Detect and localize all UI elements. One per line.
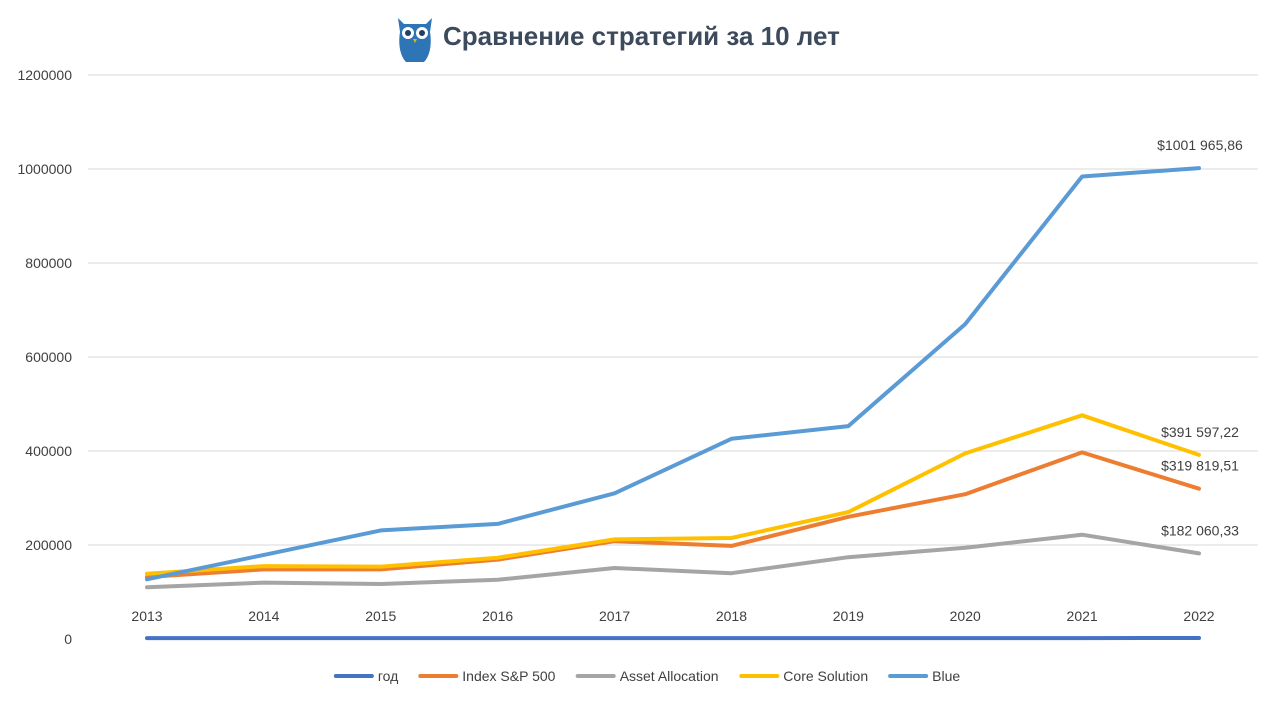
y-tick-label: 400000 bbox=[25, 443, 72, 459]
series-lines bbox=[145, 166, 1201, 641]
y-tick-label: 600000 bbox=[25, 349, 72, 365]
y-axis-ticks: 0 200000 400000 600000 800000 1000000 1200000 bbox=[17, 67, 72, 647]
x-tick-label: 2019 bbox=[833, 608, 864, 624]
x-tick-label: 2021 bbox=[1067, 608, 1098, 624]
y-tick-label: 200000 bbox=[25, 537, 72, 553]
x-tick-label: 2016 bbox=[482, 608, 513, 624]
y-tick-label: 800000 bbox=[25, 255, 72, 271]
legend-label: Index S&P 500 bbox=[462, 668, 555, 684]
grid bbox=[88, 74, 1258, 546]
x-tick-label: 2015 bbox=[365, 608, 396, 624]
x-axis-ticks: 2013 2014 2015 2016 2017 2018 2019 2020 2021 2022 bbox=[131, 608, 1214, 624]
legend-item: Core Solution bbox=[739, 668, 868, 684]
legend-item: Asset Allocation bbox=[575, 668, 719, 684]
x-tick-label: 2017 bbox=[599, 608, 630, 624]
x-tick-label: 2018 bbox=[716, 608, 747, 624]
legend-label: Core Solution bbox=[783, 668, 868, 684]
data-label: $1001 965,86 bbox=[1157, 137, 1243, 153]
series-line-blue bbox=[145, 166, 1201, 582]
owl-icon bbox=[398, 18, 432, 62]
data-label: $391 597,22 bbox=[1161, 424, 1239, 440]
series-line-asset-allocation bbox=[145, 532, 1201, 590]
series-line-index-s-p-500 bbox=[145, 450, 1201, 579]
x-tick-label: 2020 bbox=[950, 608, 981, 624]
data-label: $182 060,33 bbox=[1161, 522, 1239, 538]
legend-item: год bbox=[333, 668, 398, 684]
legend: год Index S&P 500 Asset Allocation Core Sol… bbox=[333, 668, 960, 684]
x-tick-label: 2022 bbox=[1183, 608, 1214, 624]
legend-item: Index S&P 500 bbox=[418, 668, 556, 684]
y-tick-label: 1000000 bbox=[17, 161, 72, 177]
legend-label: год bbox=[378, 668, 398, 684]
data-label: $319 819,51 bbox=[1161, 458, 1239, 474]
y-tick-label: 1200000 bbox=[17, 67, 72, 83]
chart-title: Сравнение стратегий за 10 лет bbox=[443, 21, 840, 51]
series-line-core-solution bbox=[145, 413, 1201, 576]
legend-label: Blue bbox=[932, 668, 960, 684]
data-labels: $1001 965,86 $391 597,22 $319 819,51 $182 0… bbox=[1157, 137, 1243, 538]
x-tick-label: 2014 bbox=[248, 608, 279, 624]
y-tick-label: 0 bbox=[64, 631, 72, 647]
x-tick-label: 2013 bbox=[131, 608, 162, 624]
legend-item: Blue bbox=[888, 668, 960, 684]
legend-label: Asset Allocation bbox=[620, 668, 719, 684]
